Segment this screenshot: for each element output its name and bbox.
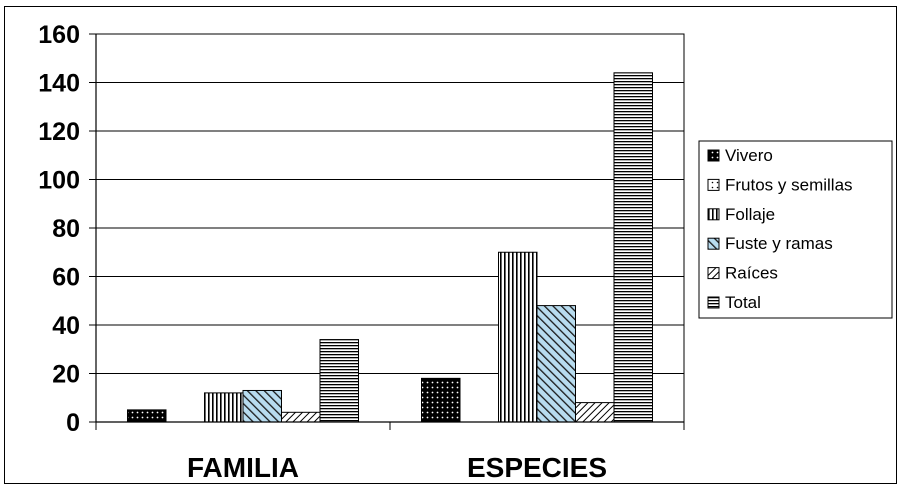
bar-follaje-especies [498,251,538,423]
legend-label: Frutos y semillas [725,175,853,194]
axes: 0 20 40 60 80 100 120 140 160 FAMILIA ESPECIES [38,21,685,483]
bar-follaje-familia [204,392,244,423]
bars [127,72,653,423]
x-category-label: ESPECIES [467,452,607,483]
y-tick-label: 20 [52,361,80,389]
legend-swatch [707,178,720,191]
y-tick-label: 40 [52,312,80,340]
y-tick-label: 160 [38,21,80,49]
bar-total-especies [613,72,653,423]
bar-ra-ces-especies [575,402,615,423]
bar-fuste-y-ramas-especies [536,305,576,423]
legend-label: Fuste y ramas [725,234,833,253]
chart-frame [4,6,897,484]
legend-label: Vivero [725,146,773,165]
legend-swatch [707,149,720,162]
y-tick-label: 80 [52,215,80,243]
legend-label: Follaje [725,205,775,224]
y-tick-label: 140 [38,70,80,98]
legend-label: Raíces [725,264,778,283]
legend-swatch [707,208,720,221]
bar-vivero-especies [421,377,461,423]
legend-swatch [707,267,720,280]
y-tick-label: 60 [52,264,80,292]
legend-swatch [707,296,720,309]
bar-ra-ces-familia [281,411,321,423]
x-category-label: FAMILIA [187,452,299,483]
y-tick-label: 0 [66,409,80,437]
legend: Vivero Frutos y semillas Follaje Fuste y ra… [698,140,893,319]
legend-swatch [707,237,720,250]
bar-vivero-familia [127,409,167,423]
legend-box [698,140,893,319]
y-tick-label: 120 [38,118,80,146]
gridlines [95,33,685,423]
legend-label: Total [725,293,761,312]
y-tick-label: 100 [38,167,80,195]
bar-fuste-y-ramas-familia [242,389,282,423]
bar-total-familia [319,339,359,423]
